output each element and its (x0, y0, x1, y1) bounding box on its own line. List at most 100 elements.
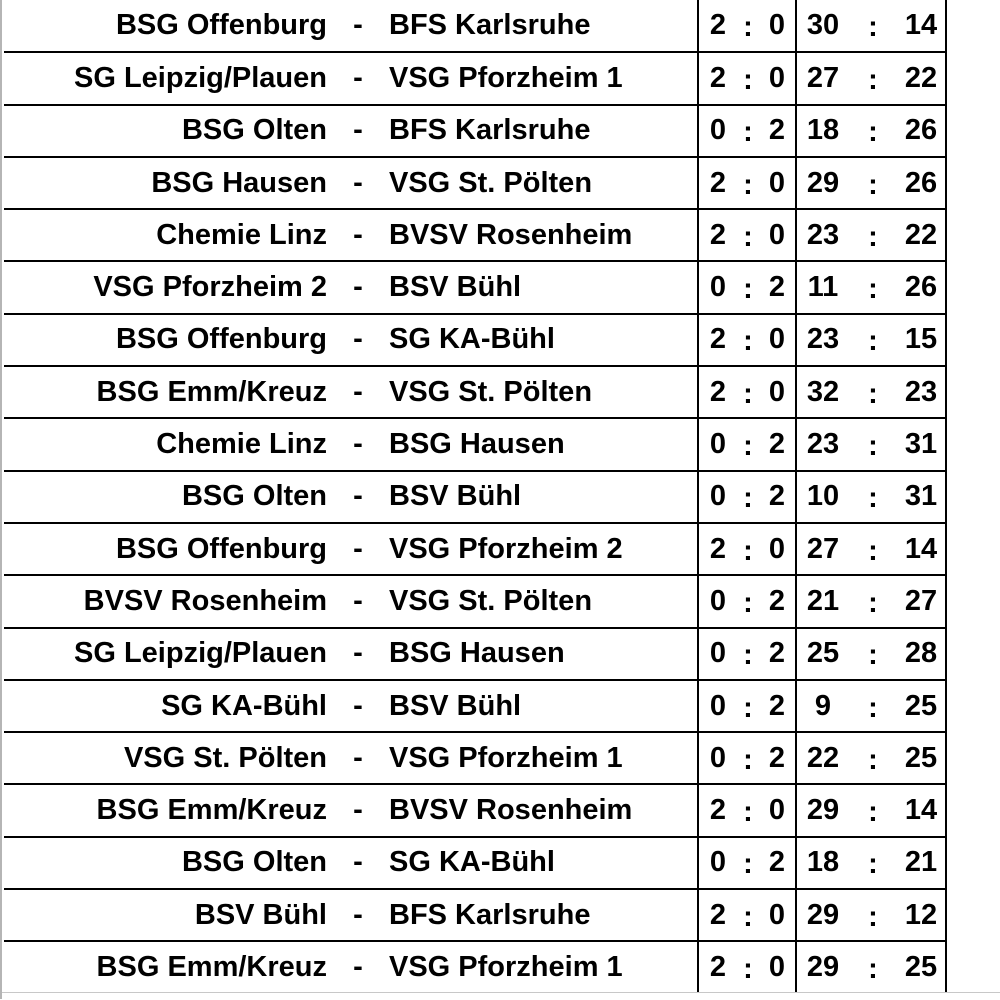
points-away: 0 (759, 313, 797, 368)
goals-away: 14 (897, 522, 947, 577)
points-home: 2 (698, 889, 737, 943)
away-team: VSG Pforzheim 1 (389, 732, 699, 786)
goals-away: 14 (897, 784, 947, 838)
points-home: 0 (698, 627, 737, 681)
goals-colon: : (849, 313, 897, 368)
goals-home: 22 (796, 732, 849, 786)
goals-home: 32 (796, 366, 849, 420)
home-team: Chemie Linz (4, 209, 327, 263)
home-team: SG Leipzig/Plauen (4, 52, 327, 106)
home-team: VSG St. Pölten (4, 732, 327, 786)
points-colon: : (737, 52, 759, 106)
goals-away: 27 (897, 575, 947, 629)
goals-colon: : (849, 156, 897, 211)
away-team: VSG St. Pölten (389, 156, 699, 211)
goals-colon: : (849, 0, 897, 54)
points-colon: : (737, 156, 759, 211)
points-colon: : (737, 941, 759, 995)
points-away: 0 (759, 522, 797, 577)
vs-separator: - (327, 679, 389, 734)
goals-away: 22 (897, 52, 947, 106)
home-team: BSG Offenburg (4, 0, 327, 54)
points-home: 2 (698, 52, 737, 106)
goals-colon: : (849, 679, 897, 734)
goals-home: 11 (796, 261, 849, 315)
table-row: BSG Offenburg - SG KA-Bühl 2 : 0 23 : 15 (4, 313, 947, 368)
goals-colon: : (849, 470, 897, 524)
goals-home: 30 (796, 0, 849, 54)
match-results-body: BSG Offenburg - BFS Karlsruhe 2 : 0 30 :… (4, 0, 947, 995)
vs-separator: - (327, 784, 389, 838)
table-row: SG KA-Bühl - BSV Bühl 0 : 2 9 : 25 (4, 679, 947, 734)
home-team: BSG Emm/Kreuz (4, 784, 327, 838)
vs-separator: - (327, 366, 389, 420)
vs-separator: - (327, 52, 389, 106)
points-away: 2 (759, 418, 797, 472)
home-team: SG KA-Bühl (4, 679, 327, 734)
goals-away: 21 (897, 836, 947, 891)
away-team: BVSV Rosenheim (389, 784, 699, 838)
goals-home: 21 (796, 575, 849, 629)
table-row: Chemie Linz - BSG Hausen 0 : 2 23 : 31 (4, 418, 947, 472)
away-team: VSG Pforzheim 1 (389, 52, 699, 106)
points-home: 2 (698, 0, 737, 54)
goals-colon: : (849, 418, 897, 472)
table-row: BSG Olten - SG KA-Bühl 0 : 2 18 : 21 (4, 836, 947, 891)
vs-separator: - (327, 104, 389, 158)
points-home: 0 (698, 104, 737, 158)
away-team: BSV Bühl (389, 470, 699, 524)
table-row: BSG Offenburg - BFS Karlsruhe 2 : 0 30 :… (4, 0, 947, 54)
points-home: 0 (698, 836, 737, 891)
table-row: VSG St. Pölten - VSG Pforzheim 1 0 : 2 2… (4, 732, 947, 786)
goals-away: 28 (897, 627, 947, 681)
vs-separator: - (327, 470, 389, 524)
goals-away: 15 (897, 313, 947, 368)
goals-home: 18 (796, 836, 849, 891)
goals-home: 23 (796, 313, 849, 368)
away-team: SG KA-Bühl (389, 836, 699, 891)
away-team: BSG Hausen (389, 418, 699, 472)
goals-colon: : (849, 627, 897, 681)
home-team: BSG Olten (4, 470, 327, 524)
away-team: BFS Karlsruhe (389, 0, 699, 54)
points-home: 2 (698, 941, 737, 995)
table-row: BSG Offenburg - VSG Pforzheim 2 2 : 0 27… (4, 522, 947, 577)
points-away: 0 (759, 889, 797, 943)
away-team: VSG St. Pölten (389, 366, 699, 420)
away-team: BSV Bühl (389, 679, 699, 734)
goals-home: 29 (796, 889, 849, 943)
goals-home: 23 (796, 418, 849, 472)
vs-separator: - (327, 522, 389, 577)
goals-colon: : (849, 522, 897, 577)
home-team: BSG Olten (4, 836, 327, 891)
goals-colon: : (849, 784, 897, 838)
away-team: VSG St. Pölten (389, 575, 699, 629)
points-colon: : (737, 627, 759, 681)
home-team: BSG Hausen (4, 156, 327, 211)
goals-colon: : (849, 209, 897, 263)
home-team: BSV Bühl (4, 889, 327, 943)
table-row: BSG Hausen - VSG St. Pölten 2 : 0 29 : 2… (4, 156, 947, 211)
points-colon: : (737, 418, 759, 472)
vs-separator: - (327, 836, 389, 891)
points-away: 2 (759, 627, 797, 681)
vs-separator: - (327, 575, 389, 629)
goals-colon: : (849, 52, 897, 106)
goals-home: 25 (796, 627, 849, 681)
goals-away: 26 (897, 261, 947, 315)
points-home: 0 (698, 418, 737, 472)
table-row: BSG Emm/Kreuz - VSG Pforzheim 1 2 : 0 29… (4, 941, 947, 995)
points-away: 2 (759, 470, 797, 524)
vs-separator: - (327, 156, 389, 211)
points-colon: : (737, 575, 759, 629)
home-team: SG Leipzig/Plauen (4, 627, 327, 681)
points-away: 0 (759, 366, 797, 420)
vs-separator: - (327, 889, 389, 943)
away-team: SG KA-Bühl (389, 313, 699, 368)
table-row: VSG Pforzheim 2 - BSV Bühl 0 : 2 11 : 26 (4, 261, 947, 315)
goals-home: 27 (796, 522, 849, 577)
vs-separator: - (327, 732, 389, 786)
goals-away: 31 (897, 418, 947, 472)
points-home: 2 (698, 209, 737, 263)
points-away: 2 (759, 836, 797, 891)
